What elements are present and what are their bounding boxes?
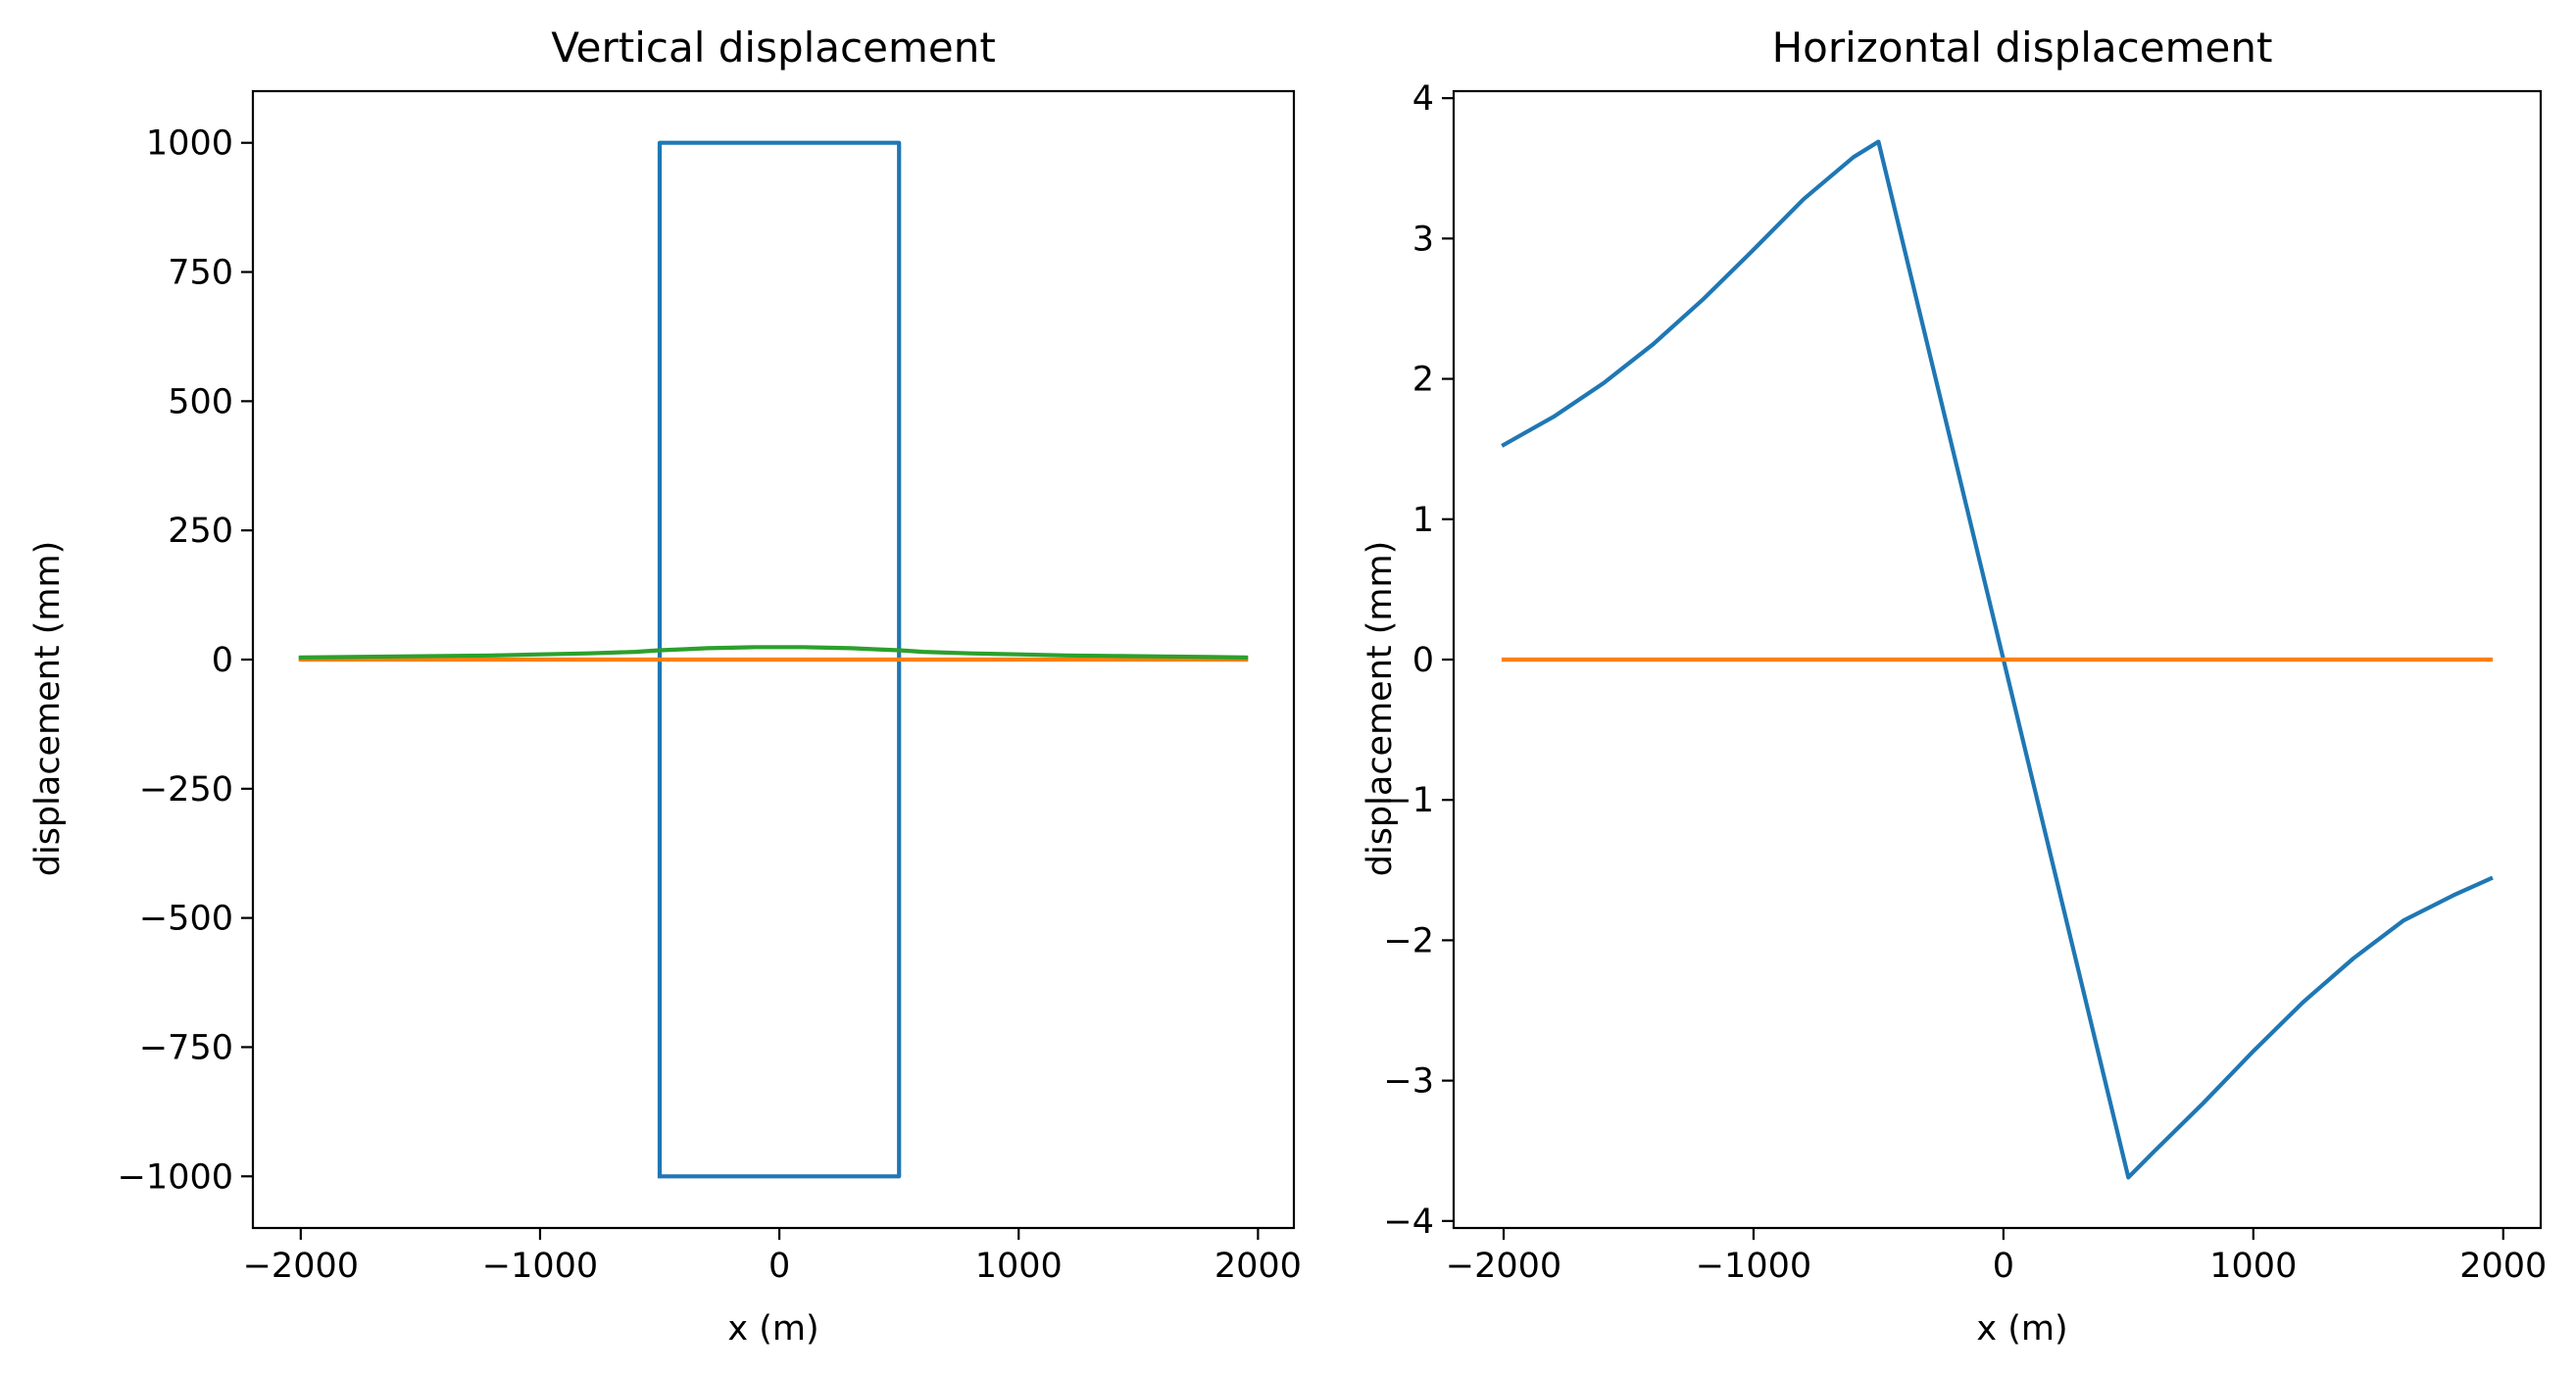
chart-title: Vertical displacement [551, 24, 996, 72]
y-tick-label: −250 [139, 770, 233, 810]
y-tick-label: −750 [139, 1028, 233, 1067]
y-tick-label: −1 [1383, 781, 1434, 820]
panel-horizontal: Horizontal displacement −2000 −1000 0 1000 2… [1361, 24, 2547, 1349]
y-tick-label: 4 [1412, 79, 1434, 119]
x-tick-label: 2000 [2459, 1247, 2547, 1286]
x-tick-label: −1000 [482, 1247, 598, 1286]
y-tick-label: 0 [1412, 641, 1434, 680]
x-tick-label: 0 [1993, 1247, 2014, 1286]
x-axis-label: x (m) [1976, 1309, 2067, 1349]
y-tick-label: 1000 [146, 124, 233, 164]
y-tick-label: −3 [1383, 1062, 1434, 1102]
y-tick-label: −4 [1383, 1203, 1434, 1242]
series-line-1 [657, 140, 902, 1179]
x-tick-label: 1000 [2209, 1247, 2297, 1286]
chart-title: Horizontal displacement [1772, 24, 2273, 72]
x-tick-label: 2000 [1214, 1247, 1302, 1286]
y-tick-label: −1000 [118, 1157, 233, 1197]
y-tick-label: −2 [1383, 921, 1434, 960]
y-tick-label: 1 [1412, 501, 1434, 540]
y-tick-label: 2 [1412, 361, 1434, 400]
series-line-3 [298, 645, 1249, 661]
y-tick-label: 750 [168, 254, 233, 293]
y-tick-label: 250 [168, 512, 233, 551]
y-tick-label: 500 [168, 382, 233, 421]
y-axis-label: displacement (mm) [28, 541, 68, 877]
plot-area: −2000 −1000 0 1000 2000 −4 −3 −2 −1 0 1 2 3 4 [1383, 79, 2547, 1286]
y-axis-label: displacement (mm) [1361, 541, 1400, 877]
x-tick-label: −2000 [1446, 1247, 1561, 1286]
x-tick-label: −2000 [243, 1247, 359, 1286]
x-tick-label: −1000 [1696, 1247, 1811, 1286]
x-axis-label: x (m) [727, 1309, 818, 1349]
plot-area: −2000 −1000 0 1000 2000 −1000 −750 −500 −250 0 250… [118, 89, 1302, 1286]
y-tick-label: 0 [212, 641, 233, 680]
x-tick-label: 0 [768, 1247, 790, 1286]
x-tick-label: 1000 [975, 1247, 1063, 1286]
y-tick-label: −500 [139, 900, 233, 939]
panel-vertical: Vertical displacement −2000 −1000 0 1000 200… [28, 24, 1302, 1349]
y-tick-label: 3 [1412, 220, 1434, 259]
